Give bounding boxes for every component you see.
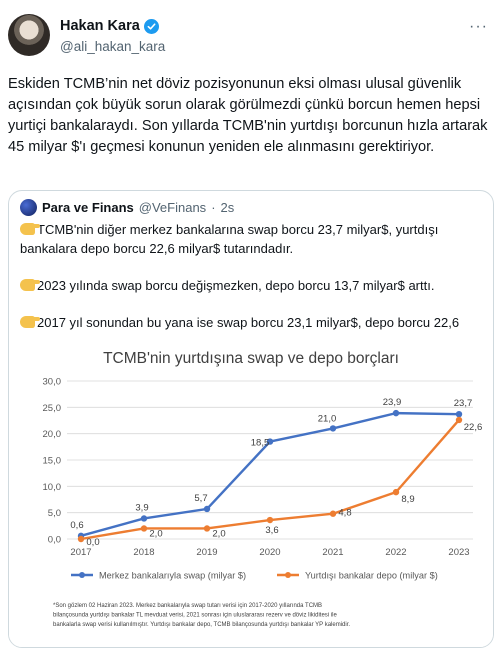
x-tick-label: 2022 <box>385 547 406 558</box>
data-label: 22,6 <box>464 422 483 433</box>
data-label: 21,0 <box>318 413 337 424</box>
quoted-author-handle[interactable]: @VeFinans <box>138 200 207 215</box>
y-tick-label: 20,0 <box>43 429 62 440</box>
data-point <box>203 525 211 532</box>
tweet-header: Hakan Kara @ali_hakan_kara ··· <box>8 14 494 62</box>
x-tick-label: 2023 <box>448 547 469 558</box>
data-label: 3,6 <box>265 525 278 536</box>
data-point <box>140 515 148 522</box>
pointing-hand-icon <box>20 278 40 291</box>
quoted-tweet-header: Para ve Finans @VeFinans · 2s <box>20 199 234 216</box>
author-handle[interactable]: @ali_hakan_kara <box>60 39 166 54</box>
data-point <box>455 416 463 424</box>
quoted-tweet[interactable]: Para ve Finans @VeFinans · 2s TCMB'nin d… <box>8 190 494 648</box>
data-point <box>77 535 85 543</box>
data-label: 5,7 <box>194 493 207 504</box>
chart-title: TCMB'nin yurtdışına swap ve depo borçlar… <box>103 350 399 367</box>
data-label: 23,7 <box>454 398 473 409</box>
x-tick-label: 2021 <box>322 547 343 558</box>
pointing-hand-icon <box>20 315 40 328</box>
more-options-icon[interactable]: ··· <box>469 18 488 35</box>
author-avatar[interactable] <box>8 14 50 56</box>
data-label: 18,5 <box>251 438 270 449</box>
chart-footnote: bankalarla swap verisi kullanılmıştır. Y… <box>53 622 350 628</box>
tweet-text: Eskiden TCMB’nin net döviz pozisyonunun … <box>8 76 488 155</box>
chart-footnote: bilançosunda yurtdışı bankalar TL mevdua… <box>53 613 337 619</box>
chart-footnote: *Son gözlem 02 Haziran 2023. Merkez bank… <box>53 603 322 609</box>
data-label: 2,0 <box>212 528 225 539</box>
quoted-paragraph: 2023 yılında swap borcu değişmezken, dep… <box>20 277 480 296</box>
separator-dot: · <box>211 200 216 215</box>
y-tick-label: 10,0 <box>43 482 62 493</box>
chart-image[interactable]: TCMB'nin yurtdışına swap ve depo borçlar… <box>9 331 493 647</box>
data-point <box>392 409 400 417</box>
legend-marker <box>79 572 85 578</box>
quoted-author-avatar[interactable] <box>20 199 37 216</box>
data-point <box>203 505 211 513</box>
legend-label: Merkez bankalarıyla swap (milyar $) <box>99 571 246 581</box>
author-name-row: Hakan Kara <box>60 18 159 34</box>
pointing-hand-icon <box>20 223 40 235</box>
quoted-author-name[interactable]: Para ve Finans <box>42 200 134 215</box>
y-tick-label: 0,0 <box>48 535 61 546</box>
x-tick-label: 2019 <box>196 547 217 558</box>
data-label: 8,9 <box>401 494 414 505</box>
author-display-name[interactable]: Hakan Kara <box>60 18 140 34</box>
legend-label: Yurtdışı bankalar depo (milyar $) <box>305 571 438 581</box>
data-point <box>329 425 337 432</box>
data-point <box>266 516 274 524</box>
x-tick-label: 2017 <box>70 547 91 558</box>
y-tick-label: 15,0 <box>43 456 62 467</box>
data-label: 3,9 <box>135 502 148 513</box>
line-chart: TCMB'nin yurtdışına swap ve depo borçlar… <box>43 350 483 628</box>
data-point <box>455 410 463 418</box>
data-point <box>266 438 274 445</box>
data-label: 4,8 <box>338 508 351 519</box>
data-label: 0,6 <box>70 520 83 531</box>
legend-marker <box>285 572 291 578</box>
y-tick-label: 25,0 <box>43 403 62 414</box>
x-tick-label: 2018 <box>133 547 154 558</box>
data-label: 23,9 <box>383 397 402 408</box>
data-point <box>329 510 337 517</box>
verified-badge-icon <box>143 18 159 34</box>
data-label: 0,0 <box>86 537 99 548</box>
quoted-paragraph: TCMB'nin diğer merkez bankalarına swap b… <box>20 222 439 256</box>
y-tick-label: 5,0 <box>48 508 61 519</box>
quoted-timestamp[interactable]: 2s <box>220 200 235 215</box>
data-point <box>140 525 148 532</box>
data-point <box>392 488 400 496</box>
y-tick-label: 30,0 <box>43 377 62 388</box>
data-label: 2,0 <box>149 528 162 539</box>
x-tick-label: 2020 <box>259 547 280 558</box>
